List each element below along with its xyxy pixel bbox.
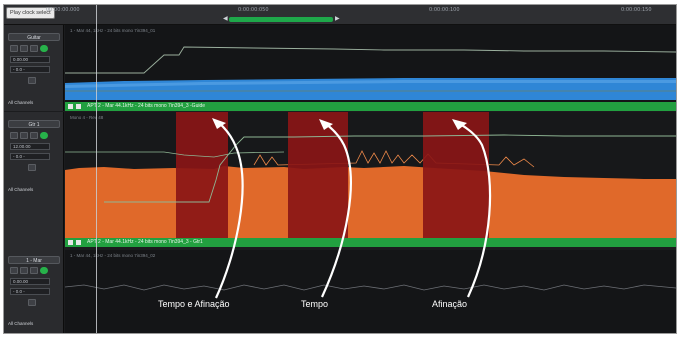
region-info-text: 1 - Mar 44, 1kHz - 24 bits mono 7in394_0… — [70, 28, 156, 33]
pitch-curve-secondary — [65, 151, 285, 158]
settings-button[interactable] — [28, 77, 36, 84]
ruler-tick-label: 00:00:00.000 — [46, 7, 80, 13]
region-checkbox[interactable] — [68, 104, 73, 109]
channels-selector[interactable]: All Channels — [8, 187, 34, 192]
enable-toggle[interactable] — [40, 45, 48, 52]
mute-button[interactable] — [10, 45, 18, 52]
annotation-label: Afinação — [432, 299, 468, 309]
region-info-text: Mono 4 - Rev 48 — [70, 115, 104, 120]
track-header-gtr1: Gtr 1 12.00.00 - 0.0 - All Channels — [4, 112, 64, 250]
annotation-arrow-2-head — [319, 119, 333, 130]
region-checkbox[interactable] — [68, 240, 73, 245]
timeline-ruler[interactable]: Play clock select 00:00:00.000 0:00:00:0… — [4, 5, 676, 25]
pitch-curve — [65, 46, 676, 74]
annotation-arrow-2 — [321, 123, 352, 298]
volume-field[interactable]: 0.00.00 — [10, 278, 50, 285]
annotation-arrow-3-head — [452, 119, 467, 130]
scroll-right-icon[interactable]: ▶ — [335, 16, 340, 22]
record-button[interactable] — [30, 45, 38, 52]
solo-button[interactable] — [20, 267, 28, 274]
mute-button[interactable] — [10, 267, 18, 274]
region-checkbox[interactable] — [76, 240, 81, 245]
solo-button[interactable] — [20, 132, 28, 139]
track-name-button[interactable]: Guitar — [8, 33, 60, 41]
channels-selector[interactable]: All Channels — [8, 100, 34, 105]
highlight-region-3 — [423, 112, 489, 238]
pan-field[interactable]: - 0.0 - — [10, 288, 50, 295]
region-bar-gtr1[interactable]: APT 2 - Mar 44.1kHz - 24 bits mono 7in39… — [65, 238, 676, 247]
record-button[interactable] — [30, 267, 38, 274]
region-label: APT 2 - Mar 44.1kHz - 24 bits mono 7in39… — [87, 239, 203, 245]
settings-button[interactable] — [28, 164, 36, 171]
ruler-tick-label: 0:00:00:100 — [429, 7, 460, 13]
highlight-region-1 — [176, 112, 228, 238]
volume-field[interactable]: 12.00.00 — [10, 143, 50, 150]
enable-toggle[interactable] — [40, 132, 48, 139]
annotation-arrow-1-head — [212, 118, 226, 129]
highlight-region-2 — [288, 112, 348, 238]
volume-field[interactable]: 0.00.00 — [10, 56, 50, 63]
record-button[interactable] — [30, 132, 38, 139]
annotation-label: Tempo e Afinação — [158, 299, 230, 309]
scroll-left-icon[interactable]: ◀ — [223, 16, 228, 22]
region-checkbox[interactable] — [76, 104, 81, 109]
region-label: APT 2 - Mar 44.1kHz - 24 bits mono 7in39… — [87, 103, 206, 109]
ruler-tick-label: 0:00:00:150 — [621, 7, 652, 13]
track-header-guitar: Guitar 0.00.00 - 0.0 - All Channels — [4, 25, 64, 111]
annotation-arrow-1 — [215, 122, 244, 299]
settings-button[interactable] — [28, 299, 36, 306]
track-header-track3: 1 - Mar 0.00.00 - 0.0 - All Channels — [4, 250, 64, 333]
annotation-label: Tempo — [301, 299, 329, 309]
channels-selector[interactable]: All Channels — [8, 321, 34, 326]
play-clock-select-button[interactable]: Play clock select — [6, 7, 55, 19]
pitch-curve — [104, 134, 676, 203]
guitar-waveform-highlight — [65, 80, 676, 88]
pan-field[interactable]: - 0.0 - — [10, 66, 50, 73]
pan-field[interactable]: - 0.0 - — [10, 153, 50, 160]
region-bar-guitar[interactable]: APT 2 - Mar 44.1kHz - 24 bits mono 7in39… — [65, 102, 676, 111]
region-info-text: 1 - Mar 44, 1kHz - 24 bits mono 7in394_0… — [70, 253, 156, 258]
timeline-scroll-thumb[interactable] — [229, 17, 333, 22]
solo-button[interactable] — [20, 45, 28, 52]
track-lane-track3[interactable]: 1 - Mar 44, 1kHz - 24 bits mono 7in394_0… — [65, 250, 676, 333]
mute-button[interactable] — [10, 132, 18, 139]
gtr1-waveform-peaks — [253, 150, 535, 168]
waveform-canvas — [64, 46, 676, 299]
enable-toggle[interactable] — [40, 267, 48, 274]
track3-waveform — [64, 284, 676, 291]
annotation-arrow-3 — [459, 123, 492, 298]
playhead-line[interactable] — [96, 5, 97, 333]
track-name-button[interactable]: Gtr 1 — [8, 120, 60, 128]
ruler-tick-label: 0:00:00:050 — [238, 7, 269, 13]
track-name-button[interactable]: 1 - Mar — [8, 256, 60, 264]
daw-window: Play clock select 00:00:00.000 0:00:00:0… — [3, 4, 677, 334]
